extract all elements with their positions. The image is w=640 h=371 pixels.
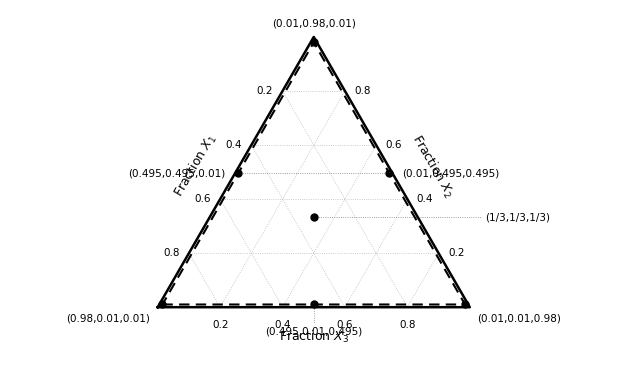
Text: 0.6: 0.6	[195, 194, 211, 204]
Text: 0.6: 0.6	[385, 140, 402, 150]
Text: 0.2: 0.2	[212, 320, 228, 330]
Text: 0.4: 0.4	[275, 320, 291, 330]
Text: (0.98,0.01,0.01): (0.98,0.01,0.01)	[66, 314, 150, 324]
Text: Fraction $X_2$: Fraction $X_2$	[408, 132, 457, 200]
Text: (0.495,0.01,0.495): (0.495,0.01,0.495)	[265, 326, 362, 336]
Text: Fraction $X_3$: Fraction $X_3$	[278, 329, 349, 345]
Text: 0.2: 0.2	[448, 248, 465, 258]
Text: Fraction $X_1$: Fraction $X_1$	[171, 131, 220, 200]
Text: 0.8: 0.8	[399, 320, 415, 330]
Text: 0.4: 0.4	[225, 140, 242, 150]
Text: 0.8: 0.8	[355, 86, 371, 96]
Text: (1/3,1/3,1/3): (1/3,1/3,1/3)	[485, 212, 550, 222]
Text: 0.6: 0.6	[337, 320, 353, 330]
Text: 0.2: 0.2	[257, 86, 273, 96]
Text: (0.01,0.495,0.495): (0.01,0.495,0.495)	[402, 168, 499, 178]
Text: 0.4: 0.4	[417, 194, 433, 204]
Text: 0.8: 0.8	[163, 248, 180, 258]
Text: (0.495,0.495,0.01): (0.495,0.495,0.01)	[129, 168, 226, 178]
Text: (0.01,0.01,0.98): (0.01,0.01,0.98)	[477, 314, 561, 324]
Text: (0.01,0.98,0.01): (0.01,0.98,0.01)	[272, 18, 356, 28]
